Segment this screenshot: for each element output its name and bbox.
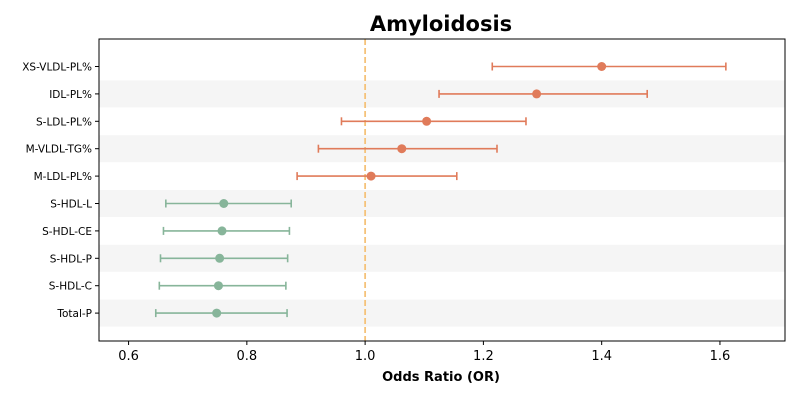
or-point	[422, 116, 432, 126]
x-axis-label: Odds Ratio (OR)	[382, 370, 500, 385]
y-tick-label: S-HDL-C	[49, 281, 92, 293]
x-tick-label: 1.0	[355, 349, 376, 364]
y-tick-label: M-VLDL-TG%	[26, 144, 92, 156]
or-point	[219, 199, 229, 208]
x-axis: 0.6 0.8 1.0 1.2 1.4 1.6	[118, 341, 730, 364]
or-point	[215, 253, 225, 263]
x-tick-label: 1.4	[591, 349, 612, 364]
y-tick-label: S-LDL-PL%	[36, 116, 92, 128]
y-tick-label: M-LDL-PL%	[34, 171, 92, 183]
y-tick-label: S-HDL-P	[50, 253, 92, 265]
y-tick-label: IDL-PL%	[49, 89, 92, 101]
x-tick-label: 1.6	[710, 349, 731, 364]
x-tick-label: 0.6	[118, 349, 139, 364]
y-tick-label: XS-VLDL-PL%	[22, 62, 92, 74]
or-point	[597, 62, 607, 71]
or-point	[212, 308, 222, 318]
x-tick-label: 1.2	[473, 349, 494, 364]
or-point	[213, 281, 223, 291]
chart-title: Amyloidosis	[370, 12, 512, 36]
y-axis: XS-VLDL-PL% IDL-PL% S-LDL-PL% M-VLDL-TG% M-L…	[22, 62, 99, 320]
y-tick-label: S-HDL-CE	[42, 226, 92, 238]
plot-frame	[98, 38, 786, 342]
or-point	[397, 144, 407, 154]
y-tick-label: Total-P	[56, 308, 92, 320]
or-point	[217, 226, 227, 236]
or-point	[532, 89, 542, 99]
y-tick-label: S-HDL-L	[50, 199, 92, 211]
plot-marks	[154, 62, 727, 318]
x-tick-label: 0.8	[237, 349, 258, 364]
or-point	[366, 171, 376, 181]
